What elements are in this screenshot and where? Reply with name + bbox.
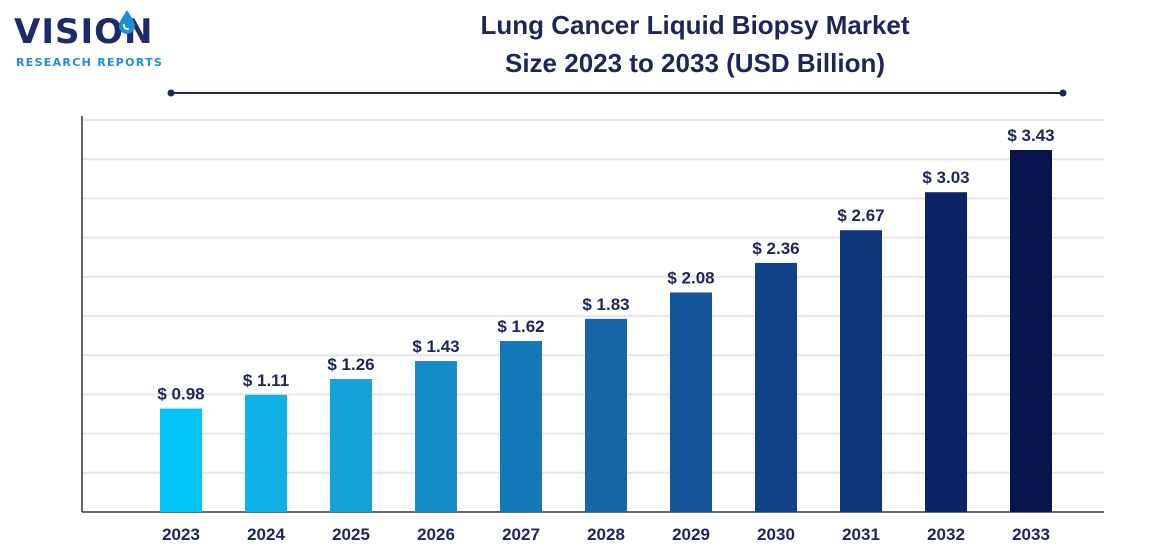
- data-label-2030: $ 2.36: [752, 239, 799, 258]
- x-tick-label-2024: 2024: [247, 525, 285, 544]
- bar-2027: [500, 341, 542, 512]
- data-label-2032: $ 3.03: [922, 168, 969, 187]
- x-tick-label-2025: 2025: [332, 525, 370, 544]
- x-tick-label-2029: 2029: [672, 525, 710, 544]
- x-tick-label-2032: 2032: [927, 525, 965, 544]
- bar-2024: [245, 394, 287, 512]
- chart-title-line-1: Lung Cancer Liquid Biopsy Market: [480, 10, 910, 40]
- bar-2025: [330, 379, 372, 512]
- x-tick-label-2031: 2031: [842, 525, 880, 544]
- chart-title: Lung Cancer Liquid Biopsy Market Size 20…: [380, 6, 1010, 82]
- water-drop-icon: [119, 10, 135, 34]
- data-label-2026: $ 1.43: [412, 337, 459, 356]
- x-tick-label-2023: 2023: [162, 525, 200, 544]
- title-divider: [167, 89, 1067, 97]
- x-tick-label-2027: 2027: [502, 525, 540, 544]
- x-tick-label-2030: 2030: [757, 525, 795, 544]
- chart-title-line-2: Size 2023 to 2033 (USD Billion): [504, 48, 885, 78]
- bar-2029: [670, 292, 712, 512]
- bar-2026: [415, 361, 457, 512]
- data-label-2024: $ 1.11: [243, 371, 289, 390]
- x-tick-label-2033: 2033: [1012, 525, 1050, 544]
- x-tick-labels: 2023 2024 2025 2026 2027 2028 2029 2030 2031 2032…: [162, 525, 1050, 544]
- data-label-2033: $ 3.43: [1007, 126, 1054, 145]
- x-tick-label-2028: 2028: [587, 525, 625, 544]
- bars: [160, 150, 1052, 513]
- data-label-2031: $ 2.67: [837, 206, 884, 225]
- x-tick-label-2026: 2026: [417, 525, 455, 544]
- value-labels: $ 0.98 $ 1.11 $ 1.26 $ 1.43 $ 1.62 $ 1.83 $ 2.…: [157, 126, 1054, 404]
- brand-tagline: RESEARCH REPORTS: [16, 56, 164, 69]
- bar-2030: [755, 262, 797, 512]
- data-label-2029: $ 2.08: [667, 268, 714, 287]
- bar-2031: [840, 230, 882, 513]
- data-label-2027: $ 1.62: [497, 317, 544, 336]
- bar-2023: [160, 408, 202, 512]
- data-label-2023: $ 0.98: [157, 385, 204, 404]
- bar-2032: [925, 192, 967, 512]
- bar-2033: [1010, 150, 1052, 512]
- brand-logo: VISION RESEARCH REPORTS: [14, 10, 184, 74]
- bar-2028: [585, 318, 627, 512]
- data-label-2028: $ 1.83: [582, 295, 629, 314]
- data-label-2025: $ 1.26: [327, 355, 374, 374]
